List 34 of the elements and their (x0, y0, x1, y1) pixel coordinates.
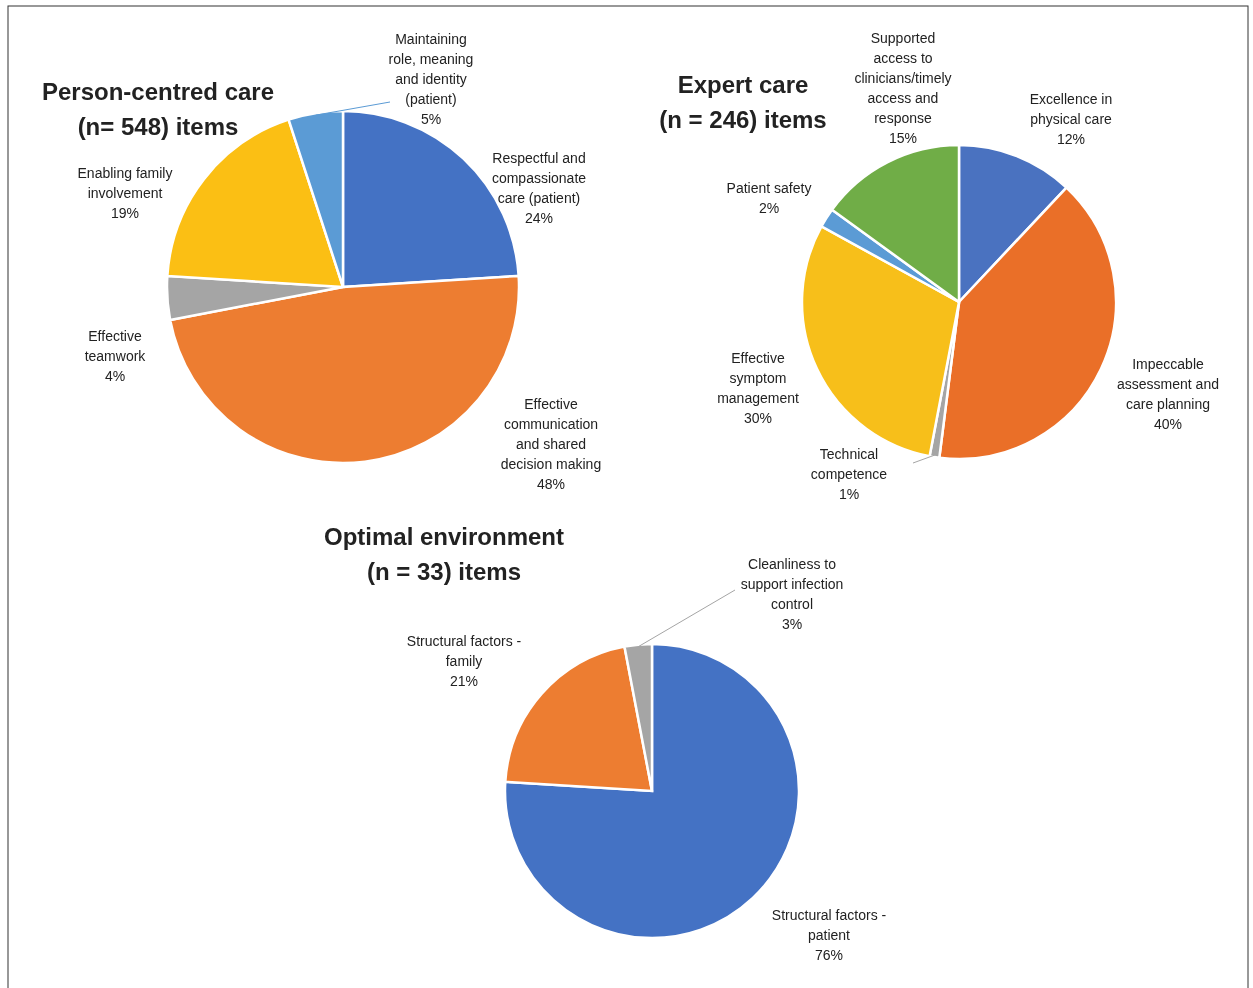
slice-label: Effective symptom management (717, 350, 799, 406)
data-label: 12% (1056, 131, 1086, 147)
data-label: 21% (449, 673, 479, 689)
text: (n = 246) items (659, 106, 827, 133)
slice-label: Maintaining role, meaning and identity (patient) (388, 31, 474, 107)
slice-label: Excellence in physical care (1029, 91, 1113, 127)
chart-subtitle: (n = 33) items (366, 558, 522, 585)
text: Expert care (677, 71, 809, 98)
data-label: 40% (1153, 416, 1183, 432)
slice-label: Structural factors - patient (771, 907, 887, 943)
data-label: 15% (888, 130, 918, 146)
data-label: 5% (420, 111, 442, 127)
text: Person-centred care (41, 78, 275, 105)
data-label: 1% (838, 486, 860, 502)
slice-label: Cleanliness to support infection control (740, 556, 844, 612)
data-label: 3% (781, 616, 803, 632)
slice-label: Respectful and compassionate care (patient) (491, 150, 587, 206)
slice-label: Structural factors - family (406, 633, 522, 669)
slice-label: Effective communication and shared decision making (500, 396, 602, 472)
slice-label: Patient safety (726, 180, 812, 196)
slice-label: Supported access to clinicians/timely access and response (854, 30, 952, 126)
data-label: 30% (743, 410, 773, 426)
slice-label: Enabling family involvement (77, 165, 173, 201)
text: (n= 548) items (77, 113, 239, 140)
data-label: 24% (524, 210, 554, 226)
legend-label: Technical competence (810, 446, 888, 482)
data-label: 4% (104, 368, 126, 384)
slice-label: Effective teamwork (84, 328, 147, 364)
slice-label: Impeccable assessment and care planning (1117, 356, 1219, 412)
data-label: 76% (814, 947, 844, 963)
data-label: 48% (536, 476, 566, 492)
data-label: 19% (110, 205, 140, 221)
chart-title: Optimal environment (323, 523, 565, 550)
data-label: 2% (758, 200, 780, 216)
